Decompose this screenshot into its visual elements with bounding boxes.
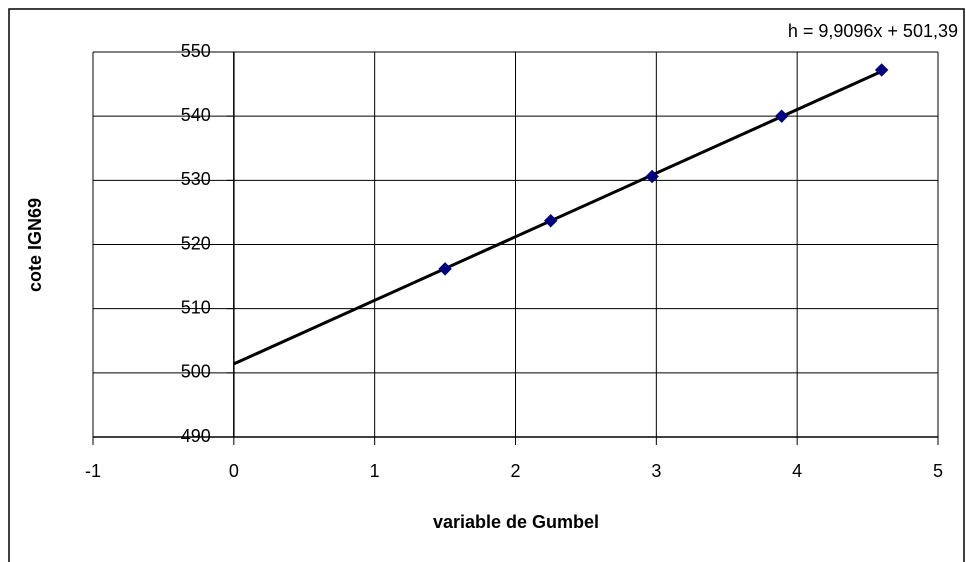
x-tick-label: 1: [370, 461, 380, 481]
trendline: [233, 70, 883, 366]
x-tick-label: 4: [792, 461, 802, 481]
y-tick-label: 510: [181, 297, 211, 317]
data-point: [774, 109, 789, 123]
x-tick-label: 5: [933, 461, 943, 481]
y-tick-label: 520: [181, 233, 211, 253]
y-tick-label: 530: [181, 169, 211, 189]
y-tick-label: 550: [181, 41, 211, 61]
y-tick-label: 500: [181, 362, 211, 382]
x-tick-label: 2: [510, 461, 520, 481]
data-point: [438, 262, 452, 276]
x-tick-label: 3: [651, 461, 661, 481]
data-point: [544, 214, 558, 228]
data-point: [645, 169, 659, 184]
y-axis-title: cote IGN69: [25, 198, 45, 292]
x-tick-label: 0: [229, 461, 239, 481]
data-point: [874, 63, 889, 77]
trendline-equation: h = 9,9096x + 501,39: [788, 21, 958, 41]
y-tick-label: 490: [181, 426, 211, 446]
y-tick-label: 540: [181, 105, 211, 125]
x-axis-title: variable de Gumbel: [433, 512, 599, 532]
chart-frame: [8, 8, 965, 562]
x-tick-label: -1: [85, 461, 101, 481]
